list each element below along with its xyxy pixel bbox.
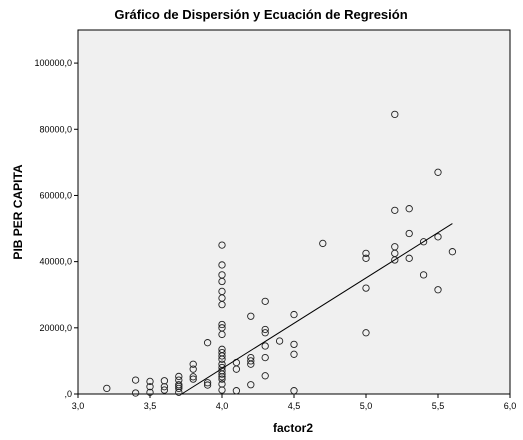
data-point xyxy=(146,377,154,386)
data-point xyxy=(218,373,226,381)
data-point xyxy=(218,241,226,249)
data-point xyxy=(218,330,226,339)
x-tick-label: 4,5 xyxy=(288,401,301,411)
data-point xyxy=(175,372,183,381)
data-point xyxy=(261,353,269,362)
data-point xyxy=(290,310,298,319)
data-point xyxy=(247,381,255,389)
data-point xyxy=(160,386,169,394)
data-point xyxy=(218,301,226,309)
plot-area xyxy=(77,29,511,395)
data-point xyxy=(362,329,370,337)
data-point xyxy=(218,261,226,269)
data-point xyxy=(203,379,212,387)
data-point xyxy=(146,388,154,396)
data-point xyxy=(434,168,442,176)
x-tick-label: 3,0 xyxy=(72,401,85,411)
data-point xyxy=(103,384,111,393)
data-point xyxy=(189,373,197,381)
data-point xyxy=(131,389,140,397)
data-point xyxy=(319,239,327,248)
data-point xyxy=(131,376,140,384)
data-point xyxy=(247,360,255,368)
data-point xyxy=(448,248,457,256)
x-tick-label: 3,5 xyxy=(144,401,157,411)
data-point xyxy=(405,254,413,262)
data-point xyxy=(405,205,413,213)
data-point xyxy=(419,238,428,246)
y-tick-label: 100000,0 xyxy=(34,58,72,68)
data-point xyxy=(189,360,197,368)
data-point xyxy=(362,284,370,292)
data-point xyxy=(218,355,226,363)
data-point xyxy=(405,229,413,238)
data-point xyxy=(261,297,269,305)
data-point xyxy=(391,110,399,119)
data-point xyxy=(419,271,428,279)
data-point xyxy=(362,249,370,258)
data-point xyxy=(175,384,183,393)
data-point xyxy=(232,387,241,395)
x-tick-label: 4,0 xyxy=(216,401,229,411)
axis-ticks: 3,0 3,5 4,0 4,5 5,0 5,5 6,0 ,0 20000,0 40000,0 600… xyxy=(34,58,516,411)
data-point xyxy=(203,381,212,389)
data-point xyxy=(290,350,298,358)
data-point xyxy=(175,388,183,396)
data-point xyxy=(434,286,442,294)
data-point xyxy=(218,370,226,378)
data-point xyxy=(146,383,154,391)
data-point xyxy=(247,357,255,365)
data-point xyxy=(391,256,399,264)
x-axis-title: factor2 xyxy=(273,421,313,435)
y-axis-title: PIB PER CAPITA xyxy=(11,164,25,259)
data-point xyxy=(218,277,226,286)
x-tick-label: 5,0 xyxy=(360,401,373,411)
regression-line xyxy=(181,223,453,395)
data-point xyxy=(189,365,197,373)
data-point xyxy=(218,386,226,394)
data-point xyxy=(261,342,269,350)
data-point xyxy=(160,383,169,391)
data-point xyxy=(218,320,226,329)
data-point xyxy=(232,365,241,373)
data-point xyxy=(261,325,269,334)
data-point xyxy=(290,387,298,395)
data-point xyxy=(203,339,212,347)
data-points xyxy=(103,110,457,397)
x-tick-label: 6,0 xyxy=(504,401,517,411)
data-point xyxy=(261,372,269,380)
data-point xyxy=(362,254,370,262)
data-point xyxy=(189,375,197,383)
x-tick-label: 5,5 xyxy=(432,401,445,411)
y-tick-label: 20000,0 xyxy=(39,323,72,333)
data-point xyxy=(247,312,255,320)
data-point xyxy=(434,233,442,241)
data-point xyxy=(261,329,269,337)
y-tick-label: ,0 xyxy=(64,389,72,399)
y-tick-label: 60000,0 xyxy=(39,190,72,200)
data-point xyxy=(290,340,298,349)
data-point xyxy=(275,337,284,345)
data-point xyxy=(218,375,226,383)
chart-title: Gráfico de Dispersión y Ecuación de Regr… xyxy=(114,7,407,22)
y-tick-label: 40000,0 xyxy=(39,257,72,267)
data-point xyxy=(218,352,226,360)
y-tick-label: 80000,0 xyxy=(39,124,72,134)
data-point xyxy=(391,206,399,214)
